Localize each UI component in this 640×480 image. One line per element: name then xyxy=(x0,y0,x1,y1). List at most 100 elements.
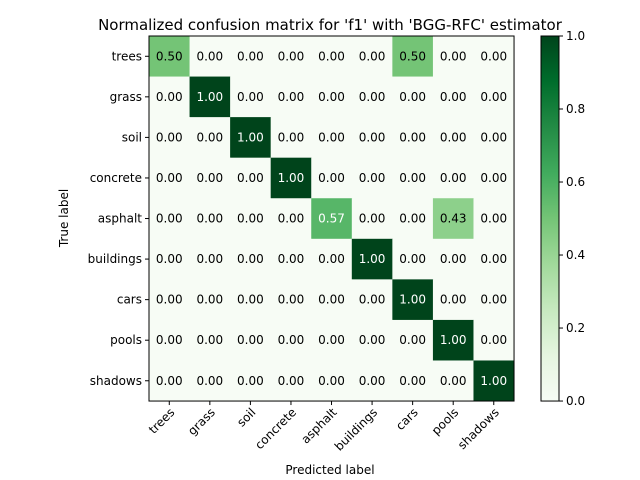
cell-value-label: 0.00 xyxy=(440,293,467,307)
heatmap-cell xyxy=(473,117,515,159)
colorbar-ticks: 0.0 0.2 0.4 0.6 0.8 1.0 xyxy=(559,29,585,408)
heatmap-cell xyxy=(149,36,190,77)
heatmap-cell xyxy=(189,76,231,118)
heatmap-cell xyxy=(392,198,434,240)
heatmap-cell xyxy=(432,36,474,77)
heatmap-cell xyxy=(149,117,190,159)
cell-value-label: 0.00 xyxy=(196,49,223,63)
colorbar-tick-label: 0.8 xyxy=(566,102,585,116)
heatmap-cell xyxy=(230,279,272,321)
cell-value-label: 0.00 xyxy=(440,252,467,266)
heatmap-cell xyxy=(311,76,353,118)
heatmap-cell xyxy=(351,360,393,402)
cell-value-label: 0.00 xyxy=(278,252,305,266)
heatmap-cell xyxy=(473,76,515,118)
heatmap-cell xyxy=(189,157,231,199)
cell-value-label: 0.00 xyxy=(359,212,386,226)
heatmap-cell xyxy=(351,319,393,361)
heatmap-cell xyxy=(432,360,474,402)
heatmap-cell xyxy=(392,117,434,159)
x-tick-label: soil xyxy=(234,405,258,429)
cell-value-label: 0.00 xyxy=(237,293,264,307)
heatmap-cell xyxy=(270,76,312,118)
heatmap-cell xyxy=(230,157,272,199)
cell-value-label: 0.00 xyxy=(359,49,386,63)
cell-value-label: 0.50 xyxy=(156,49,183,63)
cell-value-label: 0.00 xyxy=(237,374,264,388)
y-tick-label: concrete xyxy=(90,171,142,185)
heatmap-cell xyxy=(230,360,272,402)
heatmap-cell xyxy=(189,279,231,321)
cell-value-label: 0.00 xyxy=(359,293,386,307)
x-axis-label: Predicted label xyxy=(285,463,374,477)
heatmap-cell xyxy=(432,117,474,159)
y-tick-label: trees xyxy=(112,49,142,63)
cell-value-label: 0.00 xyxy=(278,49,305,63)
cell-value-label: 0.00 xyxy=(318,130,345,144)
cell-value-label: 0.00 xyxy=(440,171,467,185)
cell-value-label: 0.00 xyxy=(440,49,467,63)
cell-value-label: 0.00 xyxy=(156,293,183,307)
cell-value-label: 0.00 xyxy=(278,374,305,388)
heatmap-cell xyxy=(351,117,393,159)
heatmap-cell xyxy=(432,319,474,361)
heatmap-cell xyxy=(351,198,393,240)
heatmap-cell xyxy=(351,238,393,280)
cell-value-label: 0.00 xyxy=(278,90,305,104)
y-tick-label: cars xyxy=(117,293,142,307)
cell-value-label: 0.00 xyxy=(318,171,345,185)
cell-value-label: 0.00 xyxy=(156,171,183,185)
heatmap-cell xyxy=(473,238,515,280)
heatmap-cell xyxy=(473,279,515,321)
y-tick-label: grass xyxy=(110,90,142,104)
cell-value-label: 0.00 xyxy=(399,90,426,104)
cell-value-label: 0.00 xyxy=(237,212,264,226)
heatmap-cells: 0.50 0.00 0.00 0.00 0.00 0.00 0.50 0.00 0.00 0.00… xyxy=(149,36,515,402)
cell-value-label: 0.00 xyxy=(399,374,426,388)
cell-value-label: 0.00 xyxy=(440,130,467,144)
heatmap-cell xyxy=(149,319,190,361)
x-tick-label: buildings xyxy=(332,405,380,453)
heatmap-cell xyxy=(270,279,312,321)
cell-value-label: 0.00 xyxy=(318,49,345,63)
heatmap-cell xyxy=(230,36,272,77)
heatmap-cell xyxy=(432,76,474,118)
cell-value-label: 0.00 xyxy=(237,252,264,266)
heatmap-cell xyxy=(189,36,231,77)
cell-value-label: 0.00 xyxy=(237,49,264,63)
cell-value-label: 0.00 xyxy=(359,90,386,104)
x-tick-label: pools xyxy=(429,405,461,437)
heatmap-cell xyxy=(149,279,190,321)
cell-value-label: 0.00 xyxy=(156,130,183,144)
heatmap-cell xyxy=(351,279,393,321)
cell-value-label: 0.00 xyxy=(196,333,223,347)
cell-value-label: 0.00 xyxy=(440,90,467,104)
cell-value-label: 0.00 xyxy=(237,90,264,104)
cell-value-label: 0.00 xyxy=(196,374,223,388)
cell-value-label: 0.00 xyxy=(480,130,507,144)
cell-value-label: 0.00 xyxy=(156,252,183,266)
heatmap-cell xyxy=(311,238,353,280)
heatmap-cell xyxy=(230,198,272,240)
heatmap-cell xyxy=(189,360,231,402)
cell-value-label: 0.00 xyxy=(318,293,345,307)
cell-value-label: 0.00 xyxy=(318,252,345,266)
cell-value-label: 0.00 xyxy=(156,374,183,388)
heatmap-cell xyxy=(392,319,434,361)
heatmap-cell xyxy=(270,117,312,159)
heatmap-cell xyxy=(473,360,515,402)
heatmap-cell xyxy=(432,238,474,280)
colorbar-tick-label: 0.4 xyxy=(566,248,585,262)
heatmap-cell xyxy=(311,36,353,77)
heatmap-cell xyxy=(149,360,190,402)
cell-value-label: 0.57 xyxy=(318,212,345,226)
heatmap-cell xyxy=(230,117,272,159)
heatmap-cell xyxy=(189,319,231,361)
cell-value-label: 0.00 xyxy=(480,252,507,266)
cell-value-label: 0.00 xyxy=(196,252,223,266)
cell-value-label: 0.00 xyxy=(196,293,223,307)
cell-value-label: 0.00 xyxy=(318,333,345,347)
cell-value-label: 1.00 xyxy=(440,333,467,347)
cell-value-label: 0.00 xyxy=(318,90,345,104)
